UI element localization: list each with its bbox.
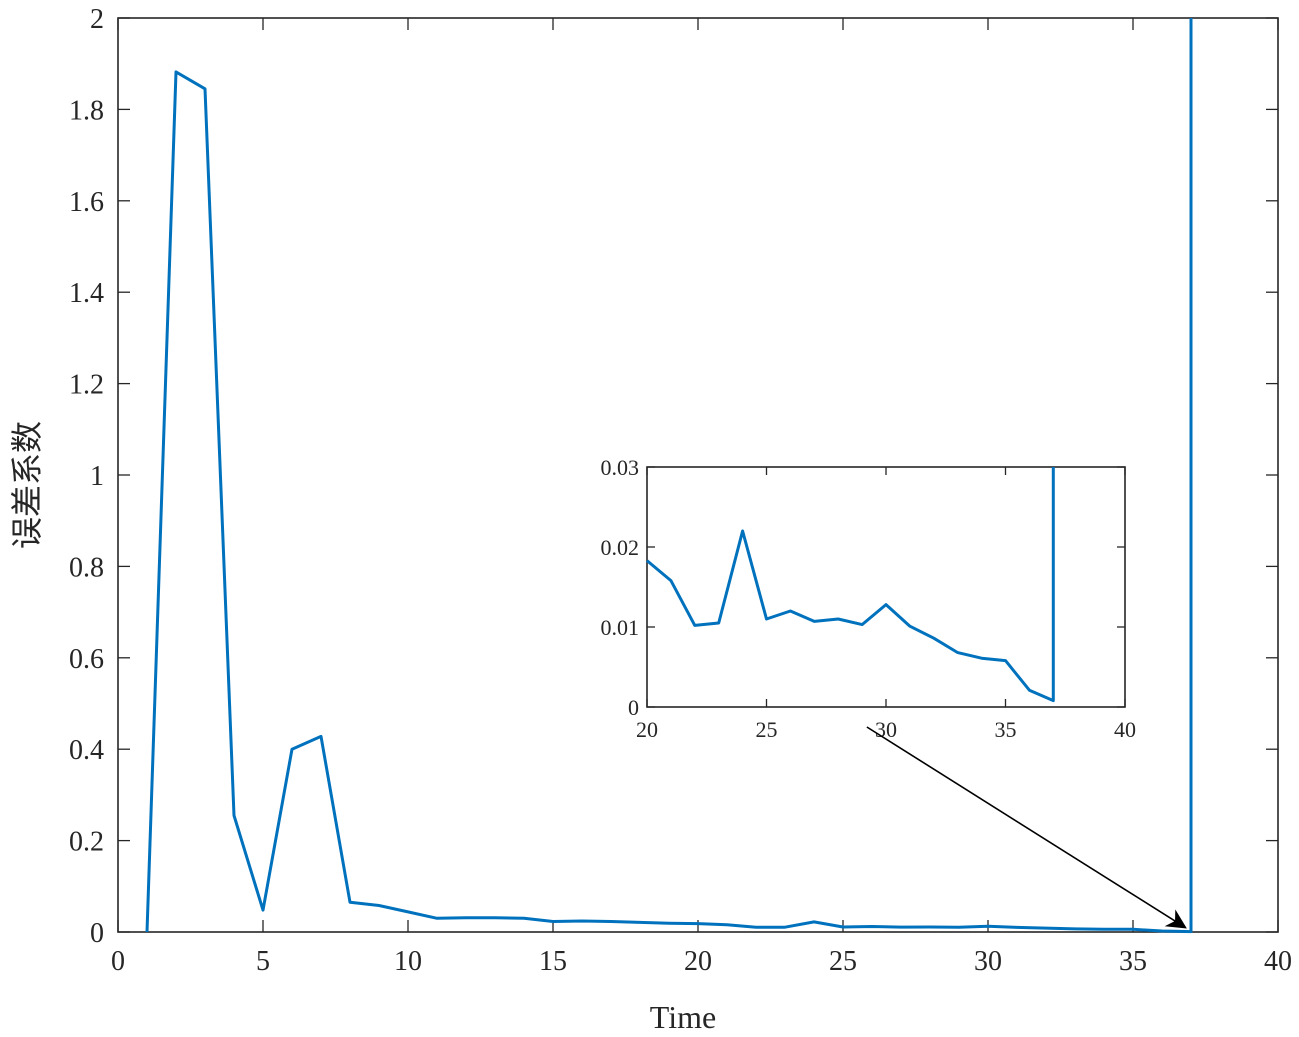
main-x-tick-label: 30 (974, 946, 1002, 977)
inset-y-tick-label: 0.02 (601, 535, 640, 560)
main-x-tick-label: 40 (1264, 946, 1292, 977)
main-y-tick-label: 0.6 (69, 644, 104, 675)
annotation-layer (866, 726, 1187, 929)
inset-x-tick-label: 20 (636, 717, 658, 742)
main-y-tick-label: 0.4 (69, 735, 104, 766)
inset-y-tick-label: 0.03 (601, 455, 640, 480)
inset-x-tick-label: 25 (756, 717, 778, 742)
main-y-tick-label: 0.2 (69, 827, 104, 858)
x-axis-title: Time (650, 999, 716, 1035)
main-x-tick-label: 15 (539, 946, 567, 977)
main-y-tick-label: 1 (90, 461, 104, 492)
main-plot: 0 5 10 15 20 25 30 35 4000.20.40.60.811.21.41.61… (9, 4, 1292, 1035)
inset-x-tick-label: 40 (1114, 717, 1136, 742)
main-y-tick-label: 0.8 (69, 552, 104, 583)
main-x-tick-label: 20 (684, 946, 712, 977)
main-y-tick-label: 1.6 (69, 187, 104, 218)
main-y-tick-label: 0 (90, 918, 104, 949)
inset-series-line (646, 467, 1055, 703)
inset-x-tick-label: 35 (995, 717, 1017, 742)
main-y-tick-label: 1.2 (69, 370, 104, 401)
main-x-tick-label: 0 (111, 946, 125, 977)
main-x-tick-label: 35 (1119, 946, 1147, 977)
main-y-tick-label: 1.4 (69, 278, 104, 309)
main-x-tick-label: 5 (256, 946, 270, 977)
main-x-tick-label: 25 (829, 946, 857, 977)
main-x-tick-label: 10 (394, 946, 422, 977)
inset-y-tick-label: 0 (628, 695, 639, 720)
inset-y-tick-label: 0.01 (601, 615, 640, 640)
y-axis-title: 误差系数 (9, 421, 45, 549)
zoom-arrow (866, 726, 1187, 929)
main-y-tick-label: 1.8 (69, 95, 104, 126)
main-series-line (145, 18, 1193, 934)
main-y-tick-label: 2 (90, 4, 104, 35)
